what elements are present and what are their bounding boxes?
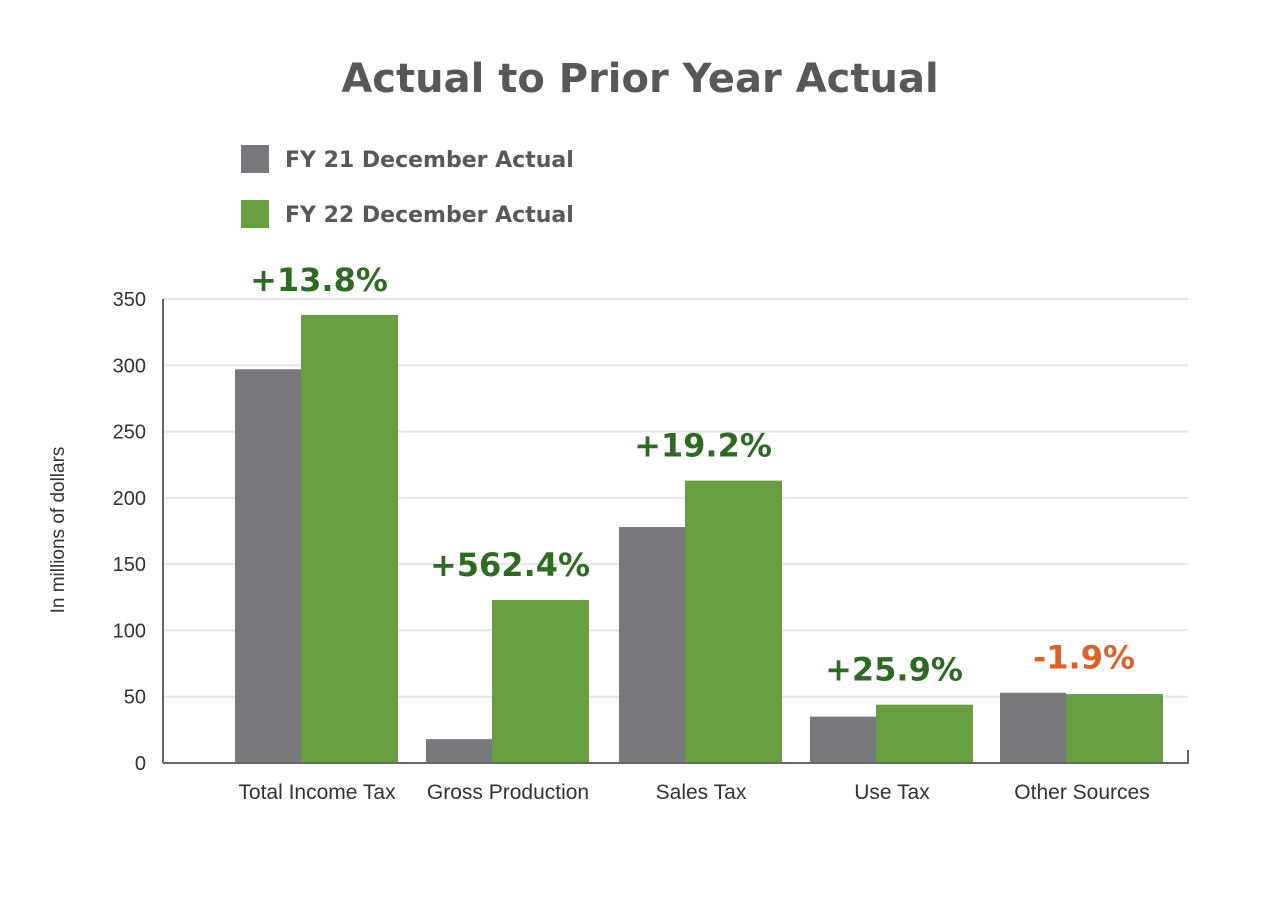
y-tick-label: 200 bbox=[113, 488, 146, 510]
x-tick-label: Total Income Tax bbox=[238, 781, 396, 804]
y-tick-label: 0 bbox=[135, 753, 146, 775]
x-tick-label: Sales Tax bbox=[656, 781, 747, 804]
bar-fy21 bbox=[1000, 692, 1066, 763]
bar-fy22 bbox=[301, 314, 398, 763]
data-label-change: +13.8% bbox=[250, 261, 388, 299]
legend: FY 21 December Actual FY 22 December Act… bbox=[241, 145, 574, 228]
y-tick-label: 350 bbox=[113, 289, 146, 311]
bar-fy22 bbox=[1066, 694, 1163, 763]
x-tick-label: Gross Production bbox=[427, 781, 589, 804]
y-tick-label: 300 bbox=[113, 355, 146, 377]
x-tick-label: Use Tax bbox=[854, 781, 930, 804]
x-tick-label: Other Sources bbox=[1014, 781, 1149, 804]
data-label-change: +562.4% bbox=[430, 546, 590, 584]
y-tick-label: 50 bbox=[124, 687, 146, 709]
y-tick-label: 250 bbox=[113, 422, 146, 444]
y-tick-label: 100 bbox=[113, 620, 146, 642]
bar-fy22 bbox=[876, 704, 973, 763]
bar-fy21 bbox=[619, 527, 685, 763]
bar-fy22 bbox=[492, 599, 589, 763]
bar-fy21 bbox=[235, 369, 301, 763]
legend-swatch-fy22 bbox=[241, 200, 269, 228]
y-tick-label: 150 bbox=[113, 554, 146, 576]
data-label-change: +25.9% bbox=[825, 651, 963, 689]
legend-label-fy21: FY 21 December Actual bbox=[285, 148, 574, 173]
legend-swatch-fy21 bbox=[241, 145, 269, 173]
chart-title: Actual to Prior Year Actual bbox=[341, 56, 938, 102]
y-axis-label: In millions of dollars bbox=[48, 447, 69, 614]
data-label-change: -1.9% bbox=[1033, 639, 1135, 677]
data-label-change: +19.2% bbox=[634, 427, 772, 465]
legend-label-fy22: FY 22 December Actual bbox=[285, 203, 574, 228]
bar-fy21 bbox=[426, 739, 492, 763]
bar-fy21 bbox=[810, 716, 876, 763]
bar-fy22 bbox=[685, 480, 782, 763]
